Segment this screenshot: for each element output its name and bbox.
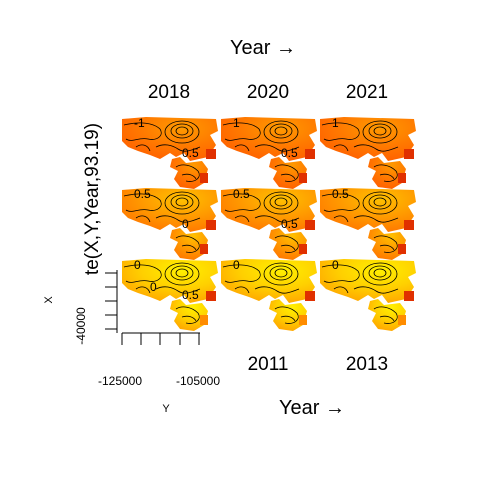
smooth-surface <box>221 188 317 232</box>
facet-panel-2-2: 0 <box>320 258 416 331</box>
contour-lines <box>222 120 300 182</box>
x-tick-label-1: -40000 <box>74 307 88 345</box>
contour-lines <box>123 191 201 253</box>
surface-edge-cell <box>305 149 315 159</box>
y-axis-title: Y <box>162 403 170 415</box>
year-label-2020: 2020 <box>247 82 289 103</box>
contour-label: 0.5 <box>134 187 151 201</box>
contour-label: 1 <box>233 116 240 130</box>
contour-label: 0 <box>332 258 339 272</box>
contour-label: 1 <box>332 116 339 130</box>
facet-panel-1-1: 0.5 0.5 <box>221 187 317 260</box>
surface-edge-cell <box>404 220 414 230</box>
surface-edge-cell <box>206 220 216 230</box>
year-label-2021: 2021 <box>346 82 388 103</box>
surface-edge-cell <box>200 173 208 183</box>
contour-label: 0.5 <box>332 187 349 201</box>
smooth-surface <box>221 259 317 303</box>
y-tick-label-2: -105000 <box>176 374 220 388</box>
facet-panel-1-0: 0.50 <box>122 187 218 260</box>
facet-axis-label-bottom: Year → <box>279 397 345 419</box>
surface-edge-cell <box>398 173 406 183</box>
contour-label: 0.5 <box>233 187 250 201</box>
contour-label: 0.5 <box>281 146 298 160</box>
contour-lines <box>123 262 201 324</box>
contour-label: 0 <box>182 217 189 231</box>
smooth-surface <box>320 188 416 232</box>
y-tick-label-1: -125000 <box>98 374 142 388</box>
surface-edge-cell <box>305 291 315 301</box>
contour-lines <box>321 191 399 253</box>
smooth-surface <box>320 259 416 303</box>
facet-axis-label-top: Year → <box>230 37 296 59</box>
smooth-surface <box>122 117 218 161</box>
surface-edge-cell <box>299 173 307 183</box>
facet-panel-1-2: 0.5 <box>320 187 416 260</box>
contour-label: 0.5 <box>281 217 298 231</box>
panels: -10.510.510.500.50.50.500.500 0 <box>122 116 416 331</box>
facet-panel-2-1: 0 <box>221 258 317 331</box>
smooth-surface <box>320 117 416 161</box>
contour-lines <box>222 262 300 324</box>
contour-lines <box>321 262 399 324</box>
surface-edge-cell <box>206 291 216 301</box>
contour-label: -1 <box>134 116 145 130</box>
surface-edge-cell <box>404 149 414 159</box>
surface-edge-cell <box>206 149 216 159</box>
contour-label: 0 <box>150 280 157 294</box>
contour-label: 0.5 <box>182 146 199 160</box>
year-label-2018: 2018 <box>148 82 190 103</box>
facet-panel-0-1: 10.5 <box>221 116 317 189</box>
surface-edge-cell <box>398 244 406 254</box>
year-label-2011: 2011 <box>248 354 289 375</box>
surface-edge-cell <box>404 291 414 301</box>
surface-edge-cell <box>200 315 208 325</box>
surface-edge-cell <box>305 220 315 230</box>
facet-panel-0-0: -1 0.5 <box>122 116 218 189</box>
surface-edge-cell <box>398 315 406 325</box>
smooth-surface <box>122 188 218 232</box>
facet-panel-2-0: 00.50 <box>122 258 218 331</box>
surface-edge-cell <box>299 244 307 254</box>
contour-label: 0 <box>134 258 141 272</box>
facet-panel-0-2: 1 <box>320 116 416 189</box>
contour-lines <box>123 120 201 182</box>
smooth-surface <box>122 259 218 303</box>
smooth-surface <box>221 117 317 161</box>
contour-label: 0.5 <box>182 288 199 302</box>
smooth-term-label: te(X,Y,Year,93.19) <box>82 123 103 275</box>
year-label-2013: 2013 <box>346 354 388 375</box>
contour-label: 0 <box>233 258 240 272</box>
axes <box>105 270 200 345</box>
contour-lines <box>222 191 300 253</box>
contour-lines <box>321 120 399 182</box>
surface-edge-cell <box>200 244 208 254</box>
surface-edge-cell <box>299 315 307 325</box>
x-axis-title: X <box>43 296 55 304</box>
